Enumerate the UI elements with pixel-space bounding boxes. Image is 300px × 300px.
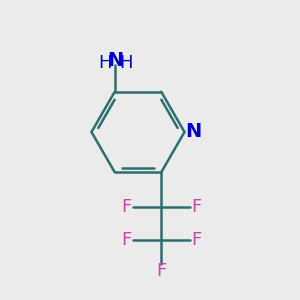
Text: H: H <box>98 54 112 72</box>
Text: F: F <box>156 262 166 280</box>
Text: F: F <box>191 198 202 216</box>
Text: N: N <box>107 51 124 70</box>
Text: F: F <box>121 198 131 216</box>
Text: N: N <box>185 122 201 142</box>
Text: F: F <box>121 231 131 249</box>
Text: H: H <box>119 54 133 72</box>
Text: F: F <box>191 231 202 249</box>
